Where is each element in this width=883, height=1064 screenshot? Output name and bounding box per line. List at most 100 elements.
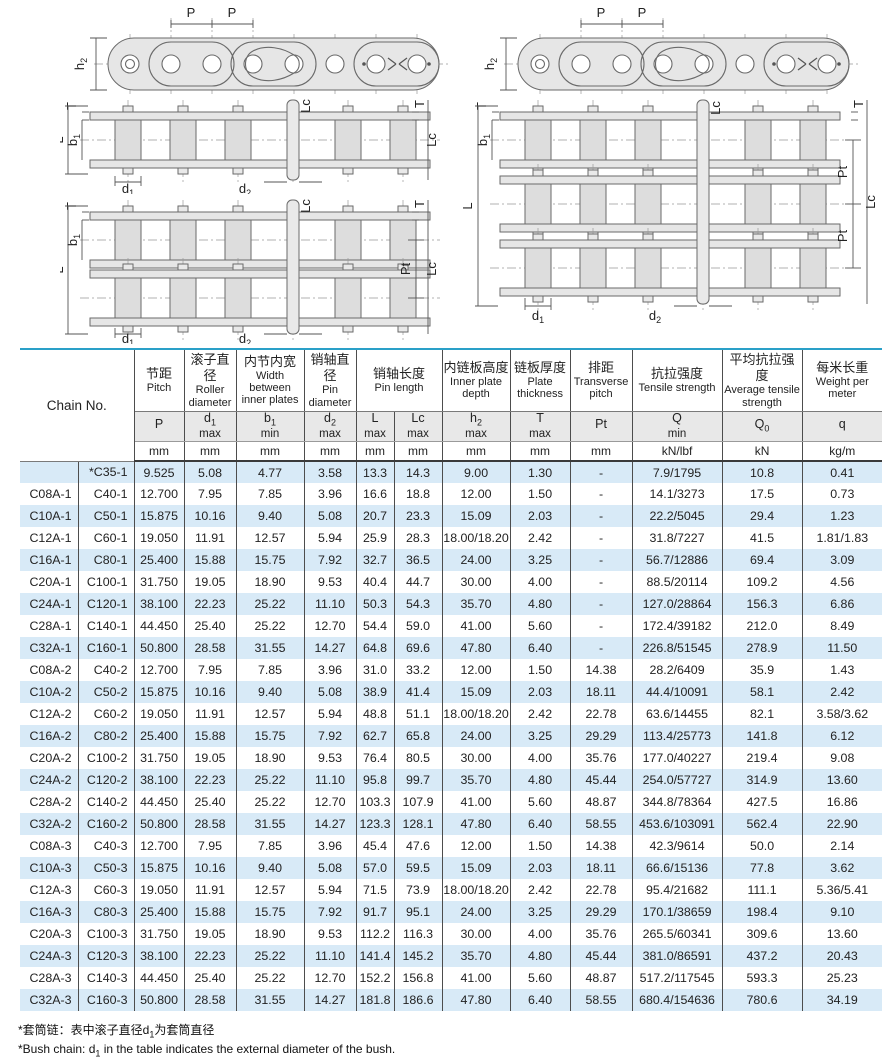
spec-value-cell: 12.57	[236, 879, 305, 901]
spec-value-cell: 34.19	[826, 993, 858, 1007]
chain-no-cell: C40-2	[78, 659, 135, 681]
spec-value-cell: 7.92	[304, 549, 357, 571]
spec-value-cell: 45.44	[570, 945, 633, 967]
spec-value-cell: 6.12	[830, 729, 855, 743]
spec-value-cell: 6.40	[510, 637, 571, 659]
chain-no-cell: C60-3	[78, 879, 135, 901]
spec-value-cell: 15.88	[184, 901, 237, 923]
spec-value-cell: 41.5	[722, 527, 803, 549]
spec-value-cell: -	[570, 593, 633, 615]
dim-label-pin-length: L	[460, 202, 475, 209]
spec-value-cell: 1.81/1.83	[816, 531, 869, 545]
chain-no-cell: C12A-2	[20, 703, 79, 725]
chain-no-cell: C16A-3	[20, 901, 79, 923]
col-header-inner-width: 内节内宽 Width between inner plates	[236, 349, 305, 412]
dim-label-inner-width: b1	[475, 134, 492, 146]
table-row: C28A-2 C140-2 44.450 25.40 25.22 12.70 103.3 10…	[20, 791, 882, 813]
spec-value-cell: 28.3	[394, 527, 443, 549]
spec-value-cell: 38.9	[356, 681, 395, 703]
symbol-h2: h2 max	[442, 411, 511, 442]
spec-value-cell: 9.08	[830, 751, 855, 765]
table-row: C16A-1 C80-1 25.400 15.88 15.75 7.92 32.7 36.5 2…	[20, 549, 883, 571]
spec-value-cell: 22.23	[184, 593, 237, 615]
spec-value-cell: 44.450	[134, 615, 185, 637]
spec-value-cell: 111.1	[722, 879, 803, 901]
spec-value-cell: 123.3	[356, 813, 395, 835]
unit-cell: mm	[304, 441, 357, 462]
dim-label-connecting-pin-length: Lc	[863, 195, 878, 209]
spec-value-cell: 15.75	[236, 901, 305, 923]
spec-value-cell: 28.58	[184, 989, 237, 1011]
spec-value-cell: 7.85	[236, 835, 305, 857]
spec-value-cell: 71.5	[356, 879, 395, 901]
chain-spec-table: Chain No. 节距 Pitch 滚子直径 Roller diameter 内节…	[20, 348, 883, 1011]
chain-no-cell: *C35-1	[78, 461, 135, 483]
spec-value-cell: 109.2	[722, 571, 803, 593]
col-header-inner-plate-depth: 内链板高度 Inner plate depth	[442, 349, 511, 412]
spec-value-cell: 19.05	[184, 571, 237, 593]
spec-value-cell: 12.700	[134, 835, 185, 857]
spec-value-cell: 12.57	[236, 703, 305, 725]
footnote-en: *Bush chain: d1 in the table indicates t…	[18, 1042, 396, 1059]
spec-value-cell: 25.23	[826, 971, 858, 985]
spec-value-cell: 58.55	[570, 813, 633, 835]
col-header-average-tensile-strength: 平均抗拉强度 Average tensile strength	[722, 349, 803, 412]
chain-no-cell: C140-2	[78, 791, 135, 813]
spec-value-cell: 1.50	[510, 659, 571, 681]
spec-value-cell: 28.58	[184, 637, 237, 659]
chain-no-cell: C08A-1	[20, 483, 79, 505]
spec-value-cell: 7.85	[236, 659, 305, 681]
chain-no-cell: C16A-2	[20, 725, 79, 747]
spec-value-cell: 25.22	[236, 791, 305, 813]
spec-value-cell: 15.09	[442, 681, 511, 703]
spec-value-cell: 19.050	[134, 879, 185, 901]
chain-no-cell: C28A-3	[20, 967, 79, 989]
dim-label-inner-width: b1	[65, 134, 82, 146]
spec-value-cell: 12.00	[442, 659, 511, 681]
chain-no-cell: C32A-1	[20, 637, 79, 659]
spec-value-cell: 13.60	[826, 927, 858, 941]
spec-value-cell: 31.750	[134, 571, 185, 593]
spec-value-cell: 15.875	[134, 681, 185, 703]
table-row: C16A-3 C80-3 25.400 15.88 15.75 7.92 91.7 95.1 2…	[20, 901, 883, 923]
spec-value-cell: 7.95	[184, 483, 237, 505]
spec-value-cell: 15.75	[236, 549, 305, 571]
chain-no-cell: C32A-2	[20, 813, 79, 835]
spec-value-cell: 186.6	[394, 989, 443, 1011]
spec-value-cell: 6.40	[510, 989, 571, 1011]
spec-value-cell: 156.8	[394, 967, 443, 989]
dim-label-h2: h2	[72, 58, 89, 70]
chain-no-cell: C50-3	[78, 857, 135, 879]
spec-value-cell: 62.7	[356, 725, 395, 747]
spec-value-cell: 18.8	[394, 483, 443, 505]
chain-no-cell: C120-2	[78, 769, 135, 791]
spec-value-cell: 11.50	[827, 641, 858, 655]
spec-value-cell: 12.700	[134, 659, 185, 681]
dim-label-pin-length: L	[60, 136, 66, 143]
spec-value-cell: 18.00/18.20	[442, 703, 511, 725]
spec-value-cell: -	[570, 461, 633, 483]
spec-value-cell: 47.6	[394, 835, 443, 857]
spec-value-cell: 57.0	[356, 857, 395, 879]
table-row: C16A-2 C80-2 25.400 15.88 15.75 7.92 62.7 65.8 2…	[20, 725, 883, 747]
spec-value-cell: 25.22	[236, 945, 305, 967]
spec-value-cell: 11.10	[304, 593, 357, 615]
spec-value-cell: 5.08	[184, 461, 237, 483]
dim-label-transverse-pitch: Pt	[835, 229, 850, 242]
dim-label-plate-thickness: T	[412, 200, 427, 208]
spec-value-cell: 18.00/18.20	[442, 879, 511, 901]
table-row: C08A-3 C40-3 12.700 7.95 7.85 3.96 45.4 47.6 12.…	[20, 835, 882, 857]
spec-value-cell: 9.53	[304, 571, 357, 593]
spec-value-cell: 593.3	[722, 967, 803, 989]
spec-value-cell: 69.6	[394, 637, 443, 659]
spec-value-cell: 5.60	[510, 791, 571, 813]
spec-value-cell: 7.92	[304, 725, 357, 747]
spec-value-cell: 14.27	[304, 637, 357, 659]
spec-value-cell: 4.80	[510, 593, 571, 615]
spec-value-cell: 24.00	[442, 901, 511, 923]
spec-value-cell: 29.29	[570, 725, 633, 747]
spec-value-cell: 20.43	[826, 949, 858, 963]
chain-no-cell: C100-2	[78, 747, 135, 769]
